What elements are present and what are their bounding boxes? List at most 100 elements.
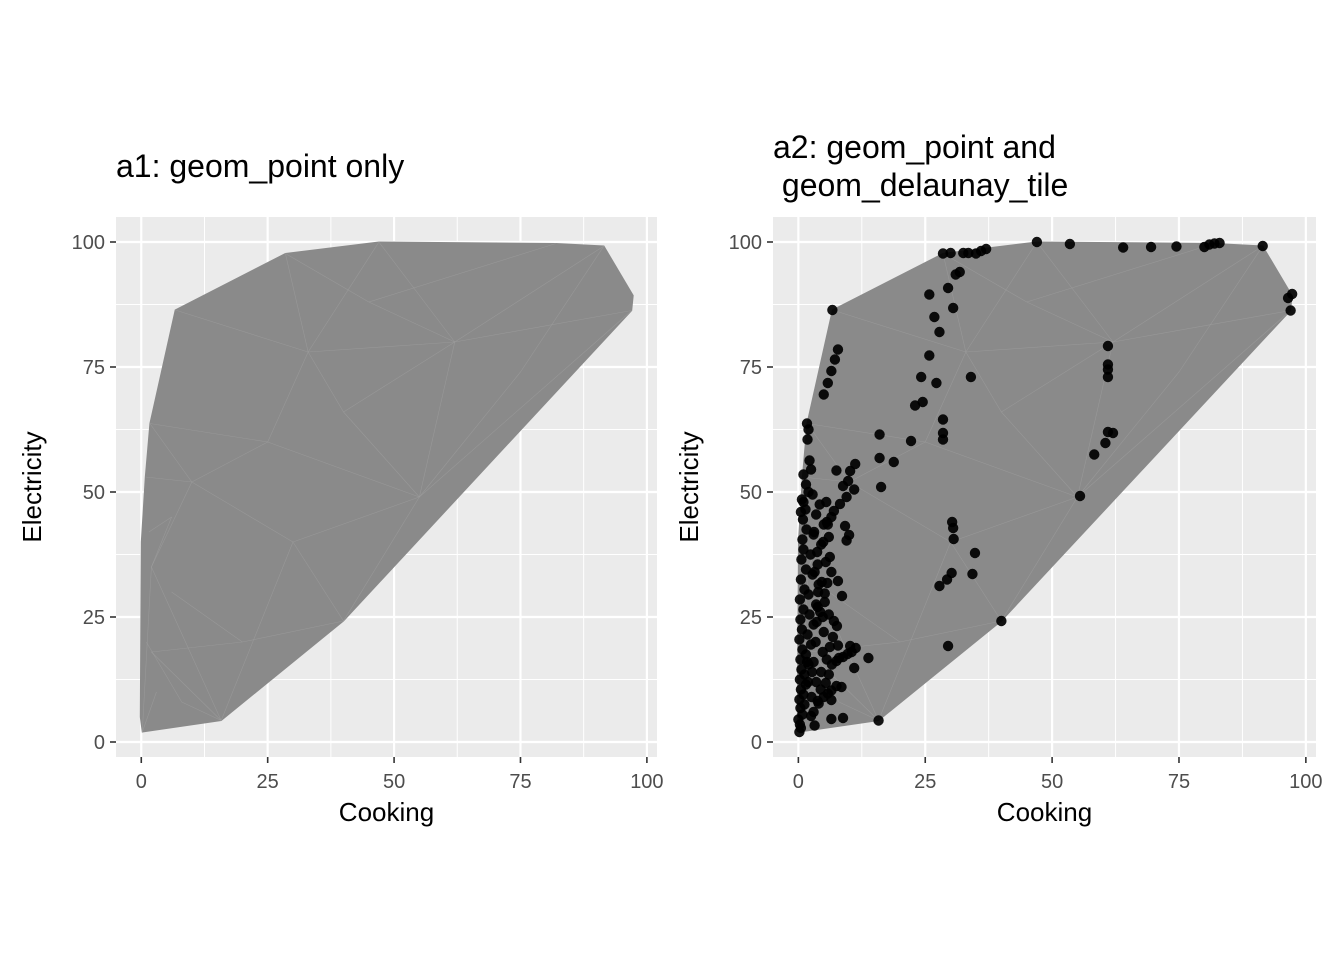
mesh-edge <box>965 241 1038 353</box>
data-point <box>844 465 856 477</box>
mesh-edge <box>343 411 420 498</box>
data-point <box>814 606 826 618</box>
mesh-edge <box>965 341 1114 353</box>
mesh-edge <box>832 309 966 353</box>
data-point <box>800 564 812 575</box>
data-point <box>795 574 807 585</box>
x-tick-label: 0 <box>793 771 804 793</box>
data-point <box>924 350 935 361</box>
data-point <box>915 371 927 383</box>
mesh-edge <box>950 496 1078 543</box>
data-point <box>931 377 942 389</box>
data-point <box>826 365 837 377</box>
data-point <box>909 400 921 411</box>
data-point <box>947 522 959 534</box>
data-point <box>818 389 829 400</box>
mesh-edge <box>1001 411 1078 498</box>
data-point <box>805 464 817 475</box>
mesh-edge <box>950 541 1002 622</box>
y-tick-label: 0 <box>751 732 762 754</box>
mesh-edge <box>942 253 967 353</box>
y-tick-label: 0 <box>94 732 105 754</box>
data-point <box>823 531 835 543</box>
data-point <box>827 304 838 316</box>
x-tick-label: 50 <box>1041 771 1063 793</box>
mesh-edge <box>838 701 879 721</box>
data-point <box>821 496 832 508</box>
plot-title-line: a1: geom_point only <box>116 148 404 184</box>
plot-title-line: a2: geom_point and <box>773 129 1056 165</box>
data-point <box>794 594 806 605</box>
mesh-edge <box>368 243 556 303</box>
mesh-edge <box>145 476 192 483</box>
mesh-edge <box>1036 241 1114 343</box>
data-point <box>796 554 807 565</box>
data-point <box>826 566 837 578</box>
data-point <box>1214 237 1225 249</box>
data-point <box>1031 236 1043 248</box>
data-point <box>924 289 935 300</box>
data-point <box>801 656 813 668</box>
data-point <box>798 469 809 480</box>
x-tick-label: 25 <box>257 771 279 793</box>
data-point <box>1089 449 1100 460</box>
data-point <box>1102 371 1114 383</box>
mesh-edge <box>848 481 951 543</box>
data-point <box>797 514 809 525</box>
y-tick-label: 75 <box>83 357 105 379</box>
data-point <box>942 640 954 652</box>
mesh-edge <box>1077 310 1291 498</box>
data-point <box>818 626 829 638</box>
data-point <box>832 575 844 587</box>
x-tick-label: 75 <box>509 771 531 793</box>
data-point <box>799 584 810 595</box>
x-tick-label: 0 <box>136 771 147 793</box>
data-point <box>1064 238 1076 250</box>
x-tick-label: 25 <box>914 771 936 793</box>
data-point <box>808 526 820 538</box>
mesh-edge <box>151 516 172 568</box>
data-point <box>802 434 813 445</box>
data-point <box>1074 490 1086 502</box>
mesh-edge <box>141 566 152 733</box>
mesh-edge <box>1026 301 1114 343</box>
data-point <box>797 534 808 545</box>
data-point <box>942 282 954 294</box>
mesh-edge <box>191 481 294 543</box>
data-point <box>832 640 844 651</box>
x-axis-title: Cooking <box>997 797 1092 827</box>
data-point <box>874 452 885 464</box>
x-tick-label: 100 <box>630 771 663 793</box>
y-tick-label: 25 <box>83 607 105 629</box>
data-point <box>839 520 851 532</box>
y-tick-label: 75 <box>740 357 762 379</box>
mesh-edge <box>965 351 1002 413</box>
mesh-edge <box>151 651 222 721</box>
mesh-edge <box>899 620 1002 643</box>
plot-title: a2: geom_point and geom_delaunay_tile <box>773 129 1068 203</box>
mesh-edge <box>806 423 926 443</box>
data-point <box>848 484 860 495</box>
mesh-edge <box>171 591 243 643</box>
mesh-edge <box>454 310 632 343</box>
data-point <box>1145 241 1157 253</box>
mesh-edge <box>1112 245 1263 343</box>
data-point <box>1102 340 1114 352</box>
data-point <box>821 654 832 665</box>
mesh-edge <box>285 253 309 353</box>
data-point <box>1285 305 1296 316</box>
data-point <box>969 547 981 559</box>
mesh-edge <box>148 516 172 533</box>
data-point <box>1171 241 1182 252</box>
mesh-edge <box>267 351 309 443</box>
data-point <box>813 698 824 709</box>
data-point <box>806 691 817 703</box>
mesh-edge <box>307 241 380 353</box>
x-axis-title: Cooking <box>339 797 434 827</box>
data-point <box>796 624 808 635</box>
panel-1: 0 25 50 75 100 0 25 50 75 100 Cooking Electricity a1… <box>17 148 664 827</box>
data-point <box>941 574 953 585</box>
mesh-edge <box>149 423 193 483</box>
data-point <box>829 354 841 365</box>
